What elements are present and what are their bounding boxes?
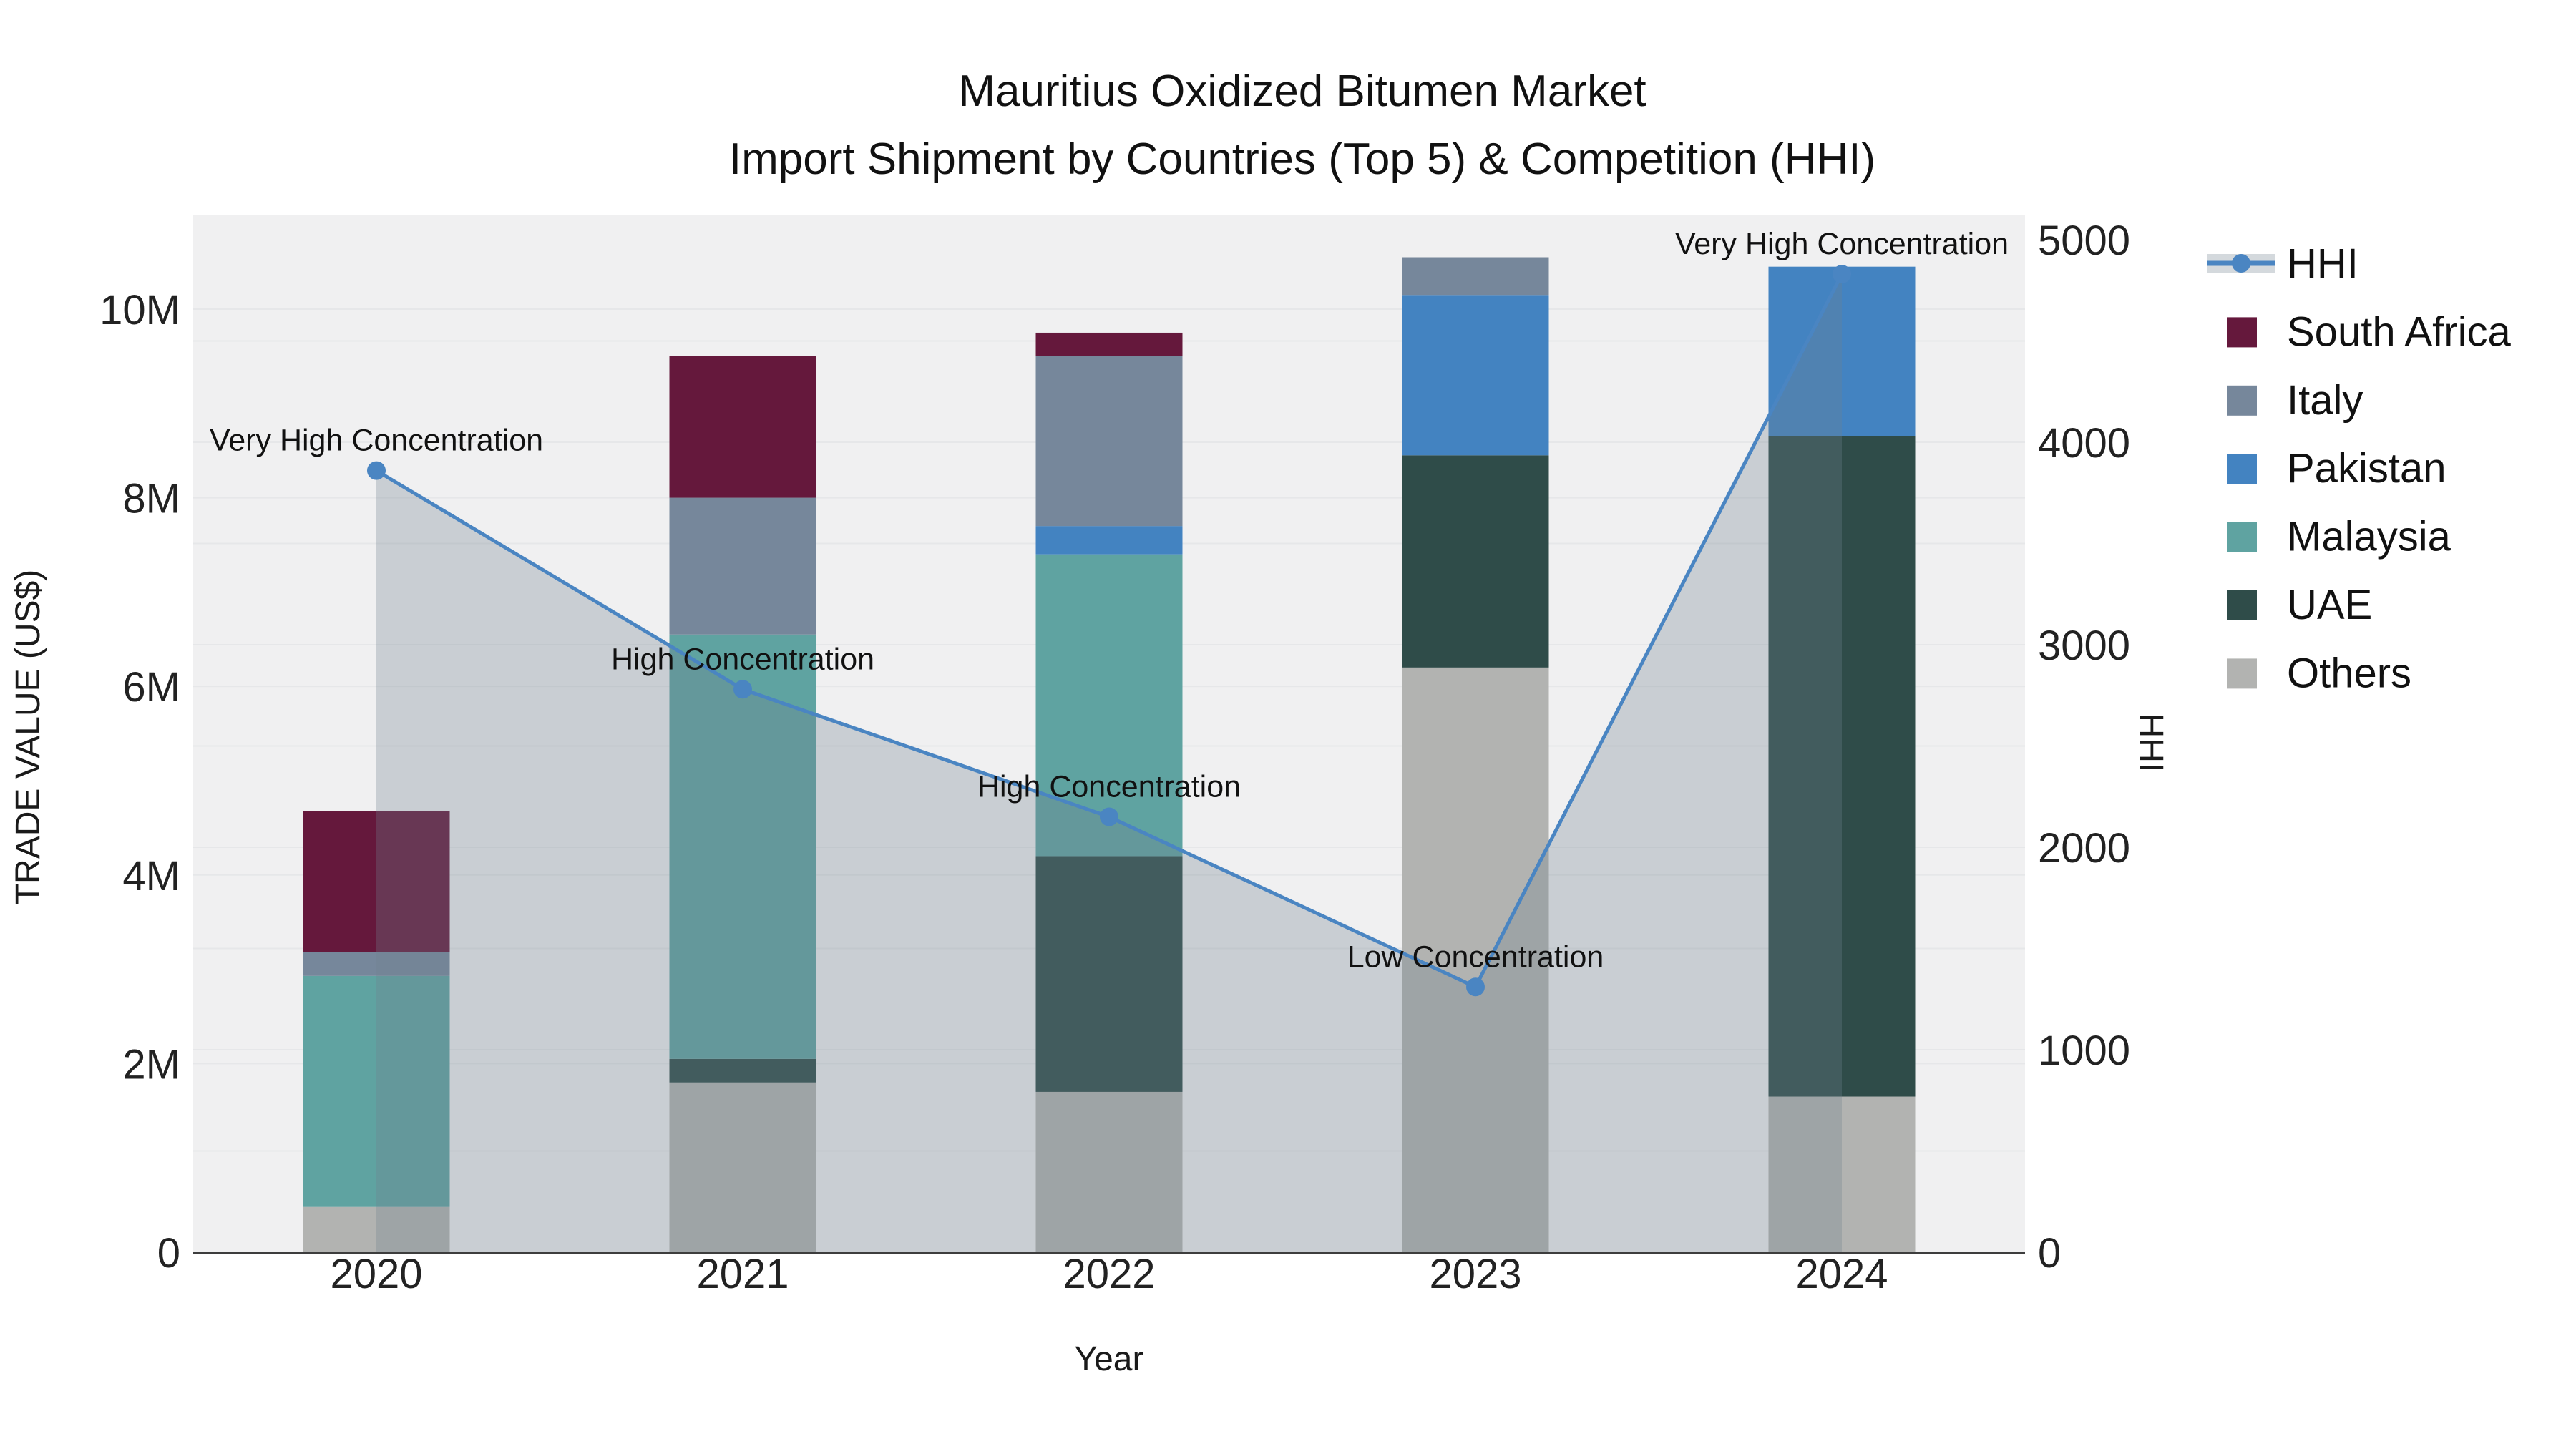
annotation-2021: High Concentration [611, 642, 874, 676]
y-right-tick: 0 [2038, 1230, 2061, 1277]
legend-hhi-marker-swatch [2232, 254, 2250, 273]
y-left-tick: 6M [122, 664, 180, 711]
legend-item-italy[interactable]: Italy [2227, 377, 2363, 424]
legend-item-others[interactable]: Others [2227, 650, 2411, 696]
legend-color-swatch [2227, 658, 2257, 689]
bar-segment-2021-south-africa[interactable] [669, 356, 816, 498]
legend-color-swatch [2227, 590, 2257, 620]
bar-segment-2023-uae[interactable] [1402, 455, 1549, 668]
legend-label: Pakistan [2287, 445, 2446, 492]
legend-color-swatch [2227, 454, 2257, 484]
x-tick-2022: 2022 [1063, 1251, 1155, 1297]
x-tick-2024: 2024 [1795, 1251, 1888, 1297]
legend-color-swatch [2227, 522, 2257, 552]
y-right-tick: 1000 [2038, 1028, 2130, 1074]
bar-segment-2020-malaysia[interactable] [303, 975, 450, 1207]
bar-segment-2022-others[interactable] [1035, 1091, 1183, 1252]
annotation-2020: Very High Concentration [210, 424, 543, 458]
annotation-2023: Low Concentration [1347, 940, 1604, 974]
y-right-tick: 3000 [2038, 623, 2130, 669]
bar-segment-2024-pakistan[interactable] [1768, 266, 1916, 436]
legend-item-hhi[interactable]: HHI [2207, 240, 2358, 287]
legend-label: UAE [2287, 582, 2372, 628]
bar-stacks [303, 257, 1916, 1252]
y-right-tick: 4000 [2038, 420, 2130, 467]
hhi-marker-2023[interactable] [1466, 977, 1485, 997]
hhi-area-fill [376, 274, 1842, 1252]
y-right-axis-title: HHI [2132, 713, 2170, 773]
x-tick-2021: 2021 [696, 1251, 789, 1297]
bar-segment-2022-uae[interactable] [1035, 856, 1183, 1092]
bar-segment-2022-italy[interactable] [1035, 356, 1183, 527]
y-right-tick: 2000 [2038, 825, 2130, 872]
y-left-tick: 4M [122, 853, 180, 899]
bar-segment-2021-others[interactable] [669, 1082, 816, 1252]
y-left-tick: 0 [157, 1230, 180, 1277]
legend-label: Others [2287, 650, 2411, 696]
y-left-tick: 10M [99, 287, 180, 333]
legend-label: HHI [2287, 240, 2358, 287]
bar-segment-2024-uae[interactable] [1768, 436, 1916, 1097]
bar-segment-2023-pakistan[interactable] [1402, 295, 1549, 456]
annotation-2024: Very High Concentration [1675, 227, 2009, 261]
x-tick-2020: 2020 [330, 1251, 422, 1297]
bar-segment-2021-italy[interactable] [669, 497, 816, 635]
legend-label: South Africa [2287, 308, 2511, 355]
x-tick-2023: 2023 [1429, 1251, 1521, 1297]
x-axis-title: Year [1075, 1340, 1144, 1378]
legend-item-uae[interactable]: UAE [2227, 582, 2372, 628]
legend-label: Malaysia [2287, 514, 2451, 560]
legend-item-pakistan[interactable]: Pakistan [2227, 445, 2446, 492]
y-right-tick: 5000 [2038, 218, 2130, 264]
bar-segment-2021-uae[interactable] [669, 1058, 816, 1083]
bar-segment-2022-malaysia[interactable] [1035, 554, 1183, 857]
bar-segment-2020-italy[interactable] [303, 952, 450, 976]
legend-color-swatch [2227, 385, 2257, 416]
hhi-marker-2022[interactable] [1100, 807, 1118, 826]
y-left-tick: 2M [122, 1041, 180, 1088]
bar-segment-2022-south-africa[interactable] [1035, 332, 1183, 356]
hhi-marker-2021[interactable] [733, 680, 752, 699]
y-left-tick: 8M [122, 476, 180, 522]
bar-segment-2023-italy[interactable] [1402, 257, 1549, 296]
legend-item-south-africa[interactable]: South Africa [2227, 308, 2511, 355]
annotation-2022: High Concentration [977, 770, 1241, 804]
chart-title-line2: Import Shipment by Countries (Top 5) & C… [729, 135, 1875, 184]
bar-segment-2020-south-africa[interactable] [303, 811, 450, 952]
legend-item-malaysia[interactable]: Malaysia [2227, 514, 2451, 560]
y-left-axis-title: TRADE VALUE (US$) [9, 570, 47, 905]
chart-title-line1: Mauritius Oxidized Bitumen Market [958, 67, 1646, 116]
bar-segment-2023-others[interactable] [1402, 667, 1549, 1252]
legend: HHI South Africa Italy Pakistan Malaysia UAE O… [2207, 240, 2511, 696]
legend-color-swatch [2227, 317, 2257, 348]
bar-segment-2022-pakistan[interactable] [1035, 526, 1183, 555]
bar-segment-2020-others[interactable] [303, 1206, 450, 1252]
hhi-marker-2024[interactable] [1833, 265, 1851, 284]
legend-label: Italy [2287, 377, 2363, 424]
hhi-marker-2020[interactable] [367, 461, 386, 480]
bar-segment-2024-others[interactable] [1768, 1096, 1916, 1252]
